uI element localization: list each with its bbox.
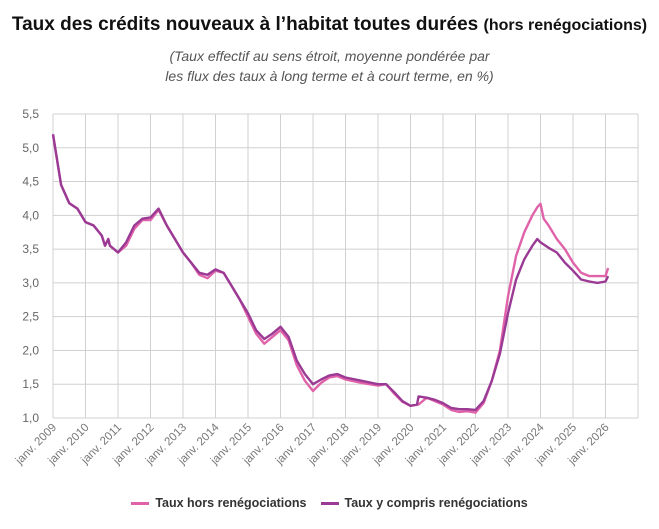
legend-label: Taux hors renégociations — [155, 496, 307, 510]
y-tick-label: 4,5 — [22, 175, 39, 189]
title-suffix: (hors renégociations) — [483, 17, 648, 34]
legend-swatch — [131, 501, 150, 505]
subtitle-line-2: les flux des taux à long terme et à cour… — [165, 68, 494, 84]
y-tick-label: 3,5 — [22, 242, 39, 256]
y-tick-label: 2,0 — [22, 343, 39, 357]
y-tick-label: 5,0 — [22, 141, 39, 155]
legend-swatch — [320, 501, 339, 505]
chart-title: Taux des crédits nouveaux à l’habitat to… — [0, 14, 659, 36]
legend: Taux hors renégociations Taux y compris … — [0, 496, 659, 510]
legend-item-compris: Taux y compris renégociations — [320, 496, 528, 510]
legend-label: Taux y compris renégociations — [344, 496, 528, 510]
y-tick-label: 4,0 — [22, 208, 39, 222]
title-main: Taux des crédits nouveaux à l’habitat to… — [11, 14, 479, 35]
legend-item-hors: Taux hors renégociations — [131, 496, 307, 510]
y-tick-label: 5,5 — [22, 107, 39, 121]
chart-subtitle: (Taux effectif au sens étroit, moyenne p… — [0, 46, 659, 86]
subtitle-line-1: (Taux effectif au sens étroit, moyenne p… — [169, 48, 490, 64]
y-tick-label: 2,5 — [22, 310, 39, 324]
series-line-2 — [51, 134, 610, 412]
y-tick-label: 1,0 — [22, 411, 39, 425]
series-line-1 — [51, 134, 610, 414]
y-tick-label: 3,0 — [22, 276, 39, 290]
y-tick-label: 1,5 — [22, 377, 39, 391]
